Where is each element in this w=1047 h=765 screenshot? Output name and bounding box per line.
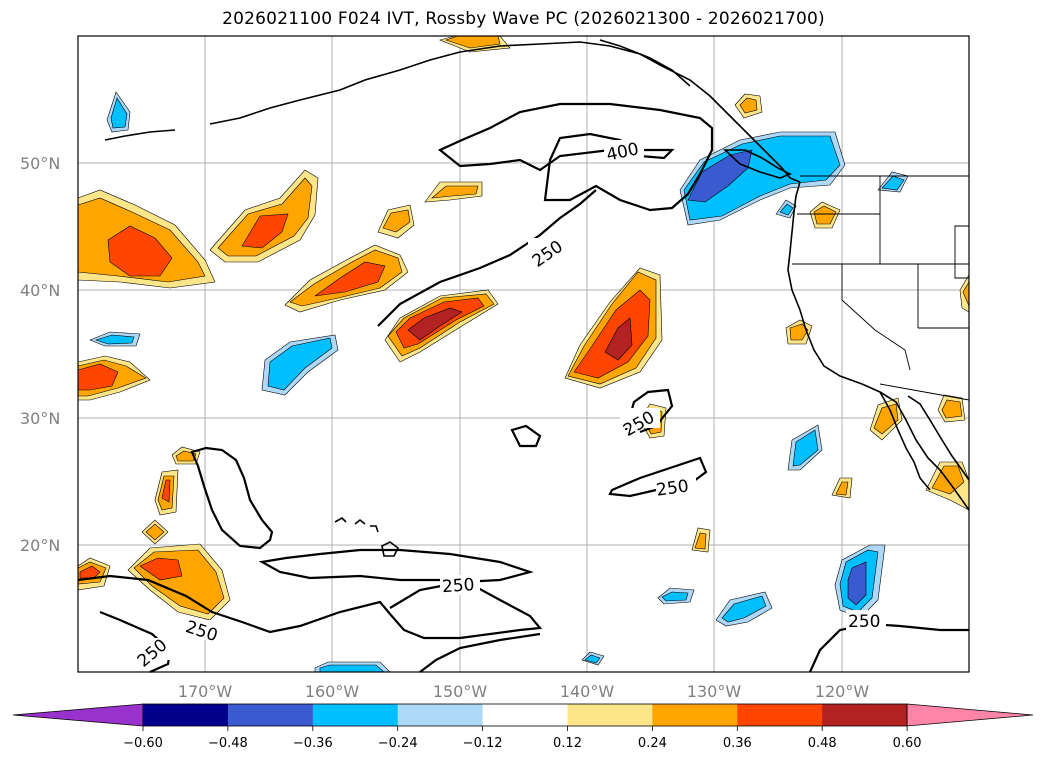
positive-anomaly-region bbox=[161, 479, 171, 503]
negative-anomaly-region bbox=[584, 654, 601, 664]
negative-anomaly-region bbox=[110, 97, 128, 129]
colorbar-segment bbox=[652, 704, 738, 726]
lat-label-20n: 20°N bbox=[20, 536, 60, 555]
contour-250-band bbox=[77, 548, 543, 640]
contour-label: 250 bbox=[441, 575, 475, 597]
lon-label-130w: 130°W bbox=[687, 682, 742, 701]
colorbar-tick-label: −0.24 bbox=[378, 736, 418, 751]
lat-label-40n: 40°N bbox=[20, 281, 60, 300]
map-frame bbox=[77, 35, 970, 673]
contour-250-bottom bbox=[419, 632, 541, 673]
colorbar-tick-label: 0.24 bbox=[638, 736, 667, 751]
negative-anomaly-region bbox=[847, 561, 867, 606]
colorbar-tick-label: 0.60 bbox=[893, 736, 922, 751]
positive-anomaly-region bbox=[941, 399, 963, 419]
colorbar-segment bbox=[312, 704, 399, 726]
colorbar-tick-label: 0.12 bbox=[553, 736, 582, 751]
lon-label-140w: 140°W bbox=[560, 682, 615, 701]
colorbar-frame bbox=[142, 703, 908, 727]
negative-anomaly-region bbox=[95, 334, 135, 345]
contour-250-hawaii bbox=[190, 446, 274, 550]
positive-anomaly-region bbox=[407, 307, 463, 341]
colorbar-segment bbox=[397, 704, 484, 726]
negative-anomaly-region bbox=[721, 595, 767, 623]
lat-label-30n: 30°N bbox=[20, 409, 60, 428]
positive-anomaly-region bbox=[604, 317, 633, 361]
colorbar-tick-label: 0.36 bbox=[723, 736, 752, 751]
colorbar-extend-high bbox=[906, 703, 1034, 727]
positive-anomaly-region bbox=[382, 209, 411, 233]
lat-label-50n: 50°N bbox=[20, 154, 60, 173]
positive-anomaly-region bbox=[789, 323, 809, 341]
coastlines bbox=[104, 39, 970, 557]
contour-label: 250 bbox=[655, 476, 690, 500]
political-borders bbox=[792, 175, 970, 401]
positive-anomaly-region bbox=[835, 481, 849, 496]
negative-anomaly-region bbox=[661, 591, 689, 602]
colorbar-segment bbox=[822, 704, 908, 726]
positive-anomaly-region bbox=[107, 225, 173, 277]
contour-250-north bbox=[377, 189, 597, 327]
positive-anomaly-region bbox=[694, 532, 707, 550]
contour-250-small bbox=[510, 424, 542, 448]
contour-250-south bbox=[608, 456, 708, 498]
colorbar-segment bbox=[737, 704, 823, 726]
colorbar-segment bbox=[227, 704, 314, 726]
negative-anomaly-region bbox=[792, 429, 819, 467]
negative-anomaly-region bbox=[779, 203, 794, 216]
colorbar-tick-label: −0.12 bbox=[463, 736, 503, 751]
positive-anomaly-region bbox=[79, 565, 101, 579]
colorbar-tick-label: −0.48 bbox=[208, 736, 248, 751]
positive-anomaly-region bbox=[241, 213, 289, 249]
colorbar-segment bbox=[567, 704, 653, 726]
lon-label-120w: 120°W bbox=[815, 682, 870, 701]
colorbar-tick-label: −0.60 bbox=[123, 736, 163, 751]
negative-anomaly-region bbox=[319, 664, 385, 673]
lon-labels: 170°W 160°W 150°W 140°W 130°W 120°W bbox=[178, 682, 870, 701]
page-title: 2026021100 F024 IVT, Rossby Wave PC (202… bbox=[222, 9, 825, 29]
pc-contours bbox=[77, 102, 969, 674]
negative-anomaly-region bbox=[687, 149, 753, 203]
colorbar-extend-low bbox=[12, 703, 144, 727]
lon-label-150w: 150°W bbox=[433, 682, 488, 701]
colorbar-segment bbox=[143, 704, 229, 726]
positive-anomaly-region bbox=[445, 35, 501, 49]
positive-anomaly-region bbox=[573, 289, 651, 379]
colorbar-tick-label: 0.48 bbox=[808, 736, 837, 751]
positive-anomaly-region bbox=[813, 205, 837, 225]
positive-anomaly-region bbox=[314, 261, 386, 297]
lat-labels: 50°N 40°N 30°N 20°N bbox=[20, 154, 60, 555]
positive-anomaly-region bbox=[139, 557, 183, 581]
contour-400 bbox=[437, 102, 714, 212]
negative-anomaly-region bbox=[683, 135, 841, 221]
positive-anomaly-region bbox=[739, 97, 758, 114]
negative-anomaly-region bbox=[881, 175, 905, 191]
positive-anomaly-region bbox=[431, 185, 479, 199]
positive-anomaly-region bbox=[873, 403, 899, 435]
lon-label-170w: 170°W bbox=[178, 682, 233, 701]
negative-anomaly-region bbox=[267, 337, 333, 391]
colorbar: −0.60 −0.48 −0.36 −0.24 −0.12 0.12 0.24 0.36 0.4… bbox=[12, 703, 1034, 751]
colorbar-tick-label: −0.36 bbox=[293, 736, 333, 751]
contour-label: 250 bbox=[848, 612, 880, 632]
positive-anomaly-region bbox=[145, 523, 165, 541]
colorbar-segment bbox=[482, 704, 568, 726]
lon-label-160w: 160°W bbox=[305, 682, 360, 701]
